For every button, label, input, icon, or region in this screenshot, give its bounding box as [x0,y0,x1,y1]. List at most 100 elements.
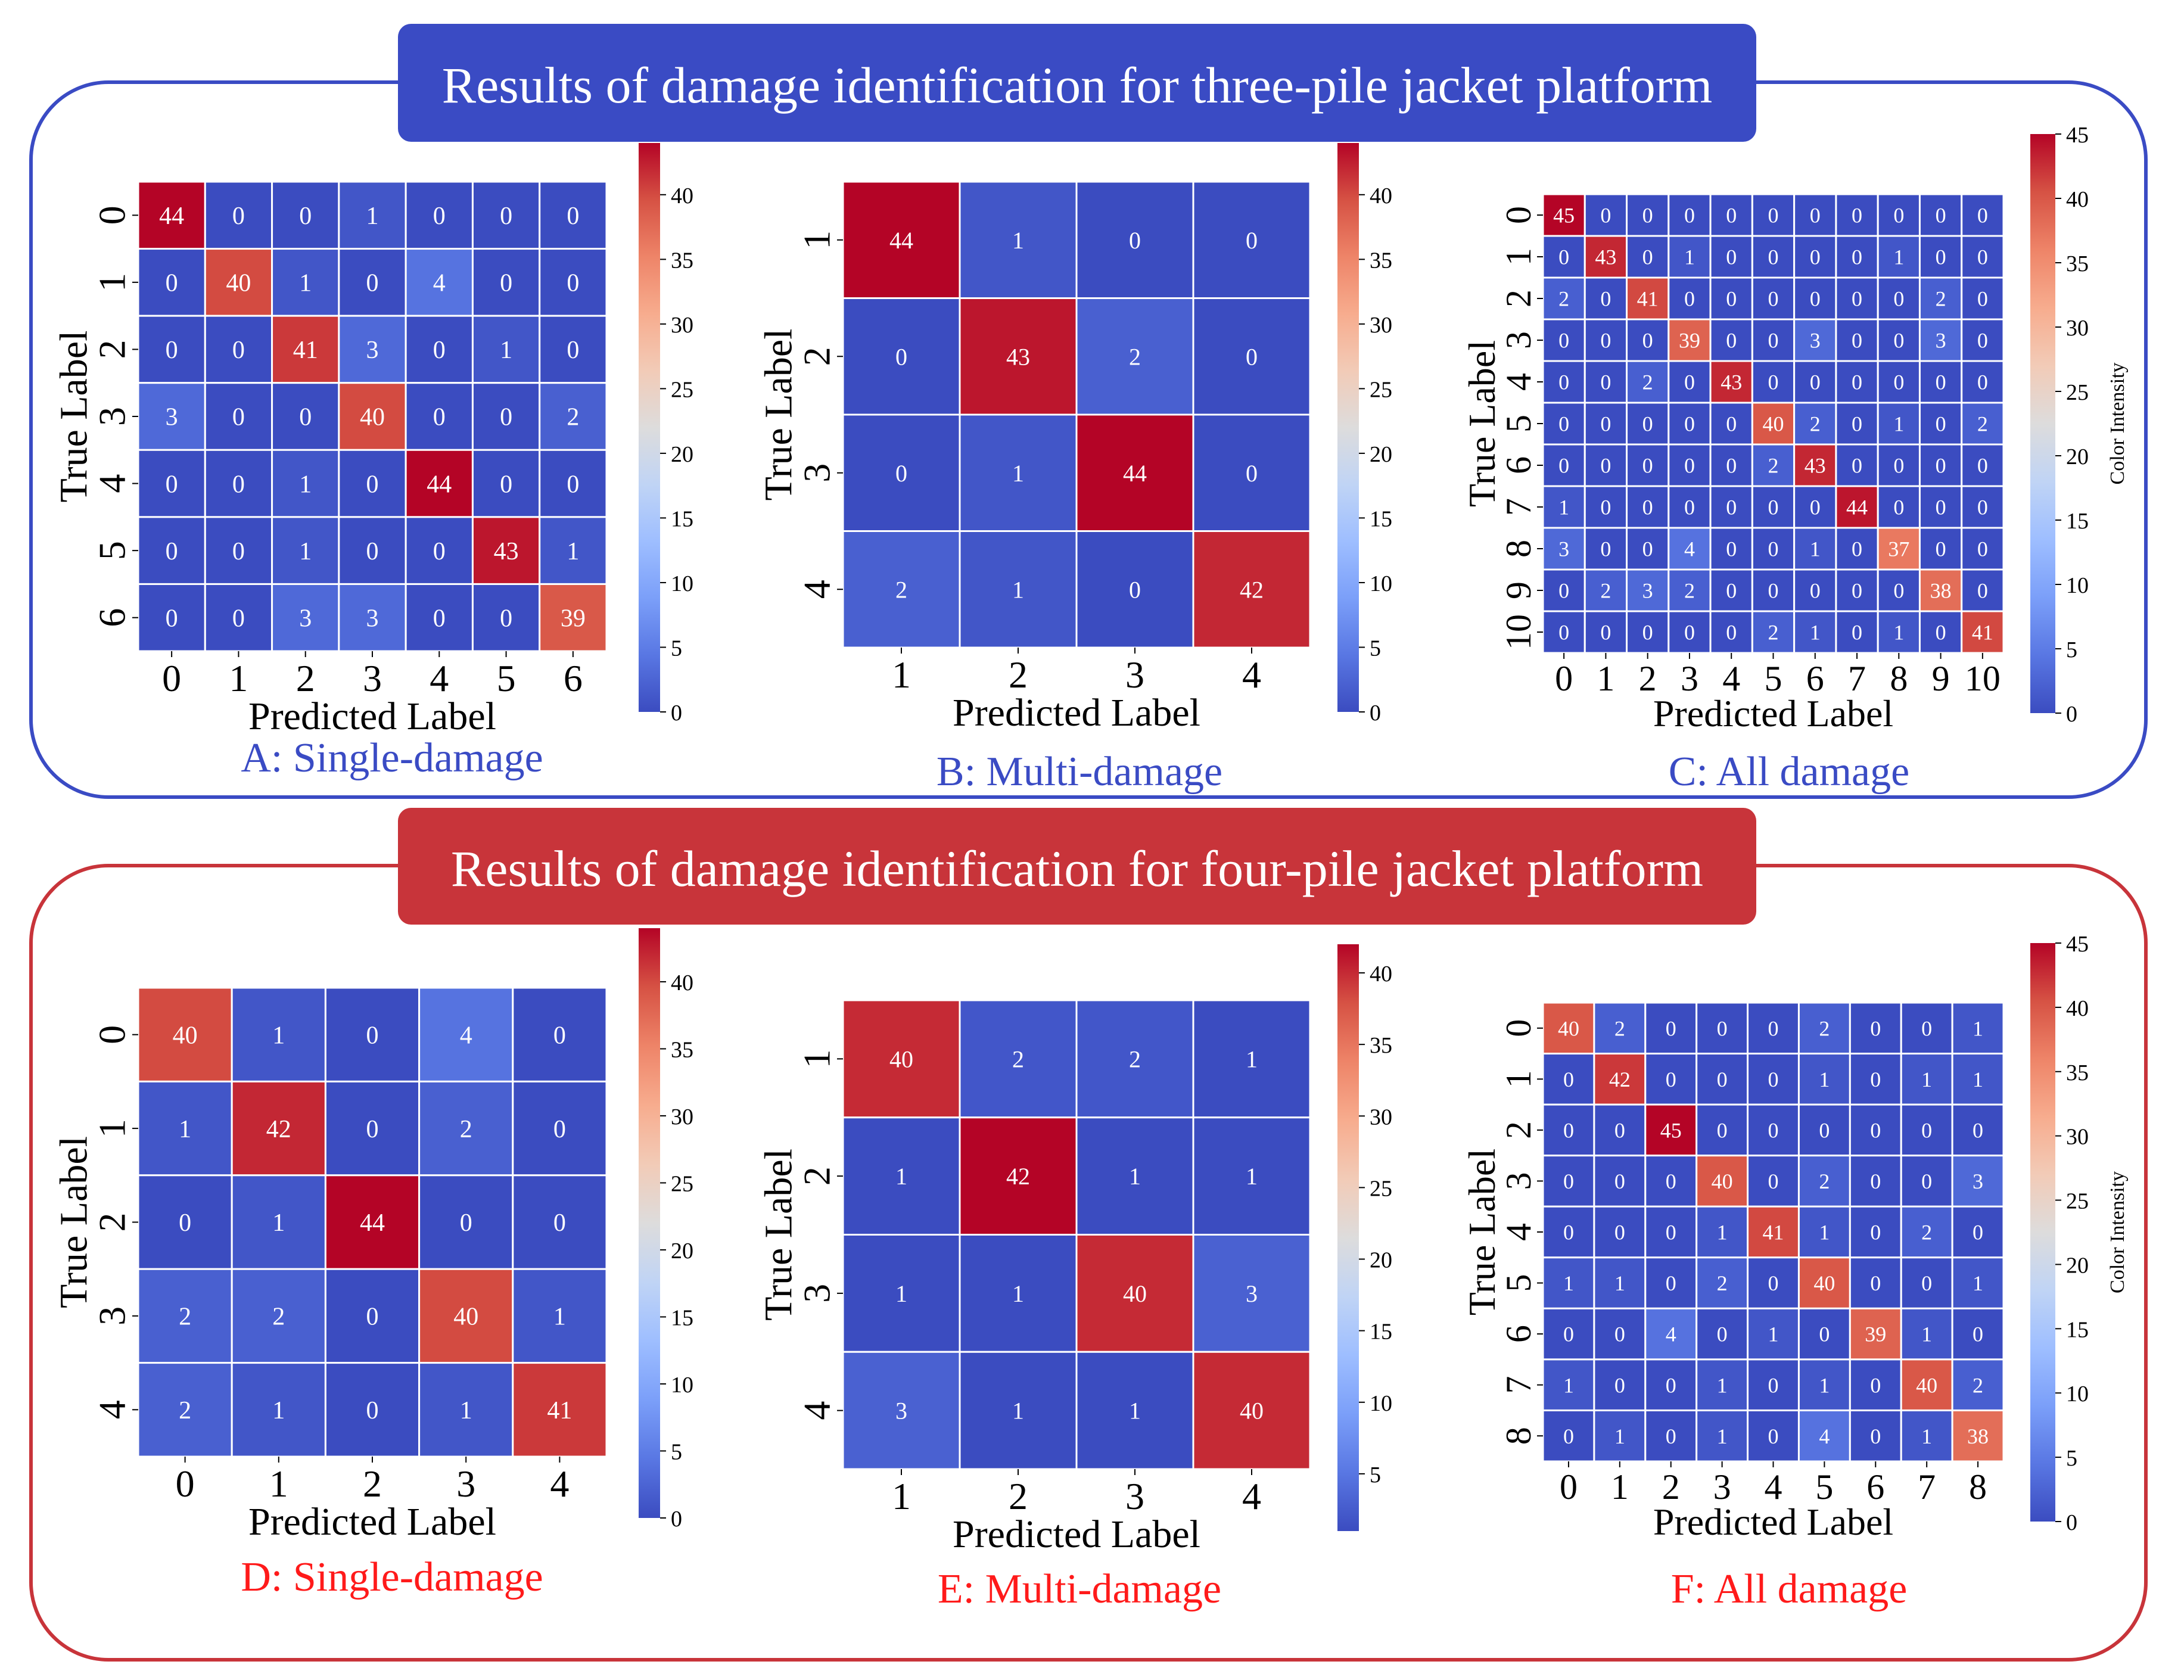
cell-value-label: 1 [272,1209,285,1237]
cell-value-label: 40 [1712,1169,1733,1193]
cell-value-label: 1 [1558,496,1569,519]
colorbar-tick-label: 35 [2066,251,2089,276]
cell-value-label: 3 [1810,329,1821,353]
cell-value-label: 43 [1805,454,1826,478]
x-tick-label: 6 [1806,659,1824,698]
heatmap-cell [1835,276,1879,321]
x-axis-label: Predicted Label [953,691,1200,735]
x-tick-label: 1 [269,1463,288,1505]
heatmap-cell [1075,530,1194,649]
x-tick-label: 4 [1722,659,1740,698]
heatmap-cell [405,583,474,652]
heatmap-cell [1877,402,1921,446]
heatmap-cell [1961,276,2005,321]
colorbar-tick-label: 20 [671,1239,693,1264]
cell-value-label: 0 [1768,287,1779,311]
heatmap-cell [1951,1358,2005,1411]
cell-value-label: 0 [1977,329,1988,353]
cell-value-label: 0 [1642,496,1653,519]
y-tick-label: 5 [1499,1274,1538,1292]
x-axis-label: Predicted Label [248,695,496,738]
heatmap-cell [1835,443,1879,487]
cell-value-label: 0 [1768,329,1779,353]
cell-value-label: 0 [1684,371,1695,394]
heatmap-cell [1709,568,1753,612]
x-tick-label: 0 [1555,659,1573,698]
cell-value-label: 45 [1660,1118,1682,1142]
cell-value-label: 44 [427,471,452,498]
y-tick-label: 4 [796,1401,838,1420]
cell-value-label: 0 [1936,412,1946,436]
heatmap-cell [959,530,1078,649]
heatmap-cell [1583,568,1628,612]
cell-value-label: 0 [179,1209,191,1237]
cell-value-label: 4 [460,1022,472,1049]
cell-value-label: 0 [1684,204,1695,228]
heatmap-cell [512,1080,608,1177]
cell-value-label: 0 [1870,1169,1881,1193]
cell-value-label: 0 [1936,204,1946,228]
cell-value-label: 0 [166,337,178,364]
colorbar-tick-label: 5 [671,636,682,661]
y-tick-label: 5 [91,541,133,560]
cell-value-label: 0 [553,1116,566,1143]
cell-value-label: 1 [1921,1424,1932,1448]
heatmap-cell [338,248,407,317]
cell-value-label: 0 [895,460,907,487]
cell-value-label: 0 [1717,1118,1728,1142]
cell-value-label: 2 [1819,1169,1830,1193]
x-tick-label: 4 [1242,654,1261,696]
colorbar-tick-label: 30 [671,1105,693,1130]
heatmap-cell [842,1116,961,1236]
heatmap-cell [1192,530,1311,649]
cell-value-label: 0 [500,404,512,431]
cell-value-label: 0 [1893,454,1904,478]
cell-value-label: 2 [272,1303,285,1331]
heatmap-cell [539,583,608,652]
cell-value-label: 0 [1852,371,1862,394]
heatmap-cell [1793,318,1837,362]
colorbar-tick-label: 20 [1370,1248,1392,1273]
colorbar-tick-label: 5 [1370,1463,1381,1488]
cell-value-label: 40 [1240,1398,1264,1424]
cell-value-label: 0 [895,343,907,370]
heatmap-cell [1075,1116,1194,1236]
cell-value-label: 0 [1852,204,1862,228]
cell-value-label: 2 [1642,371,1653,394]
heatmap-cell [1192,999,1311,1119]
colorbar-tick-label: 25 [1370,377,1392,402]
heatmap-cell [137,382,206,451]
heatmap-cell [1667,443,1712,487]
heatmap-cell [959,181,1078,299]
heatmap-cell [1951,1001,2005,1055]
colorbar-tick-label: 20 [671,442,693,467]
heatmap-cell [1626,402,1670,446]
cell-value-label: 0 [1768,1271,1779,1295]
heatmap-cell [1075,999,1194,1119]
cell-value-label: 1 [500,337,512,364]
heatmap-cell [1192,1351,1311,1470]
colorbar-tick-label: 35 [671,1038,693,1063]
cell-value-label: 0 [232,337,245,364]
cell-value-label: 0 [1768,1424,1779,1448]
heatmap-cell [471,315,541,384]
cell-value-label: 41 [1972,621,1993,645]
colorbar-tick-label: 35 [2066,1060,2089,1085]
heatmap-cell [1951,1256,2005,1309]
heatmap-cell [1644,1256,1698,1309]
y-tick-label: 10 [1499,614,1538,650]
cell-value-label: 1 [1810,621,1821,645]
cell-value-label: 0 [567,471,579,498]
heatmap-cell [1849,1307,1902,1361]
cell-value-label: 1 [460,1397,472,1424]
cell-value-label: 0 [1642,245,1653,269]
cell-value-label: 40 [226,270,251,297]
cell-value-label: 0 [1870,1221,1881,1245]
cell-value-label: 0 [1768,496,1779,519]
cell-value-label: 41 [1763,1221,1784,1245]
heatmap-cell [1918,527,1963,571]
cell-value-label: 1 [1012,576,1024,603]
heatmap-cell [539,516,608,585]
heatmap-cell [1583,443,1628,487]
heatmap-cell [1542,527,1586,571]
